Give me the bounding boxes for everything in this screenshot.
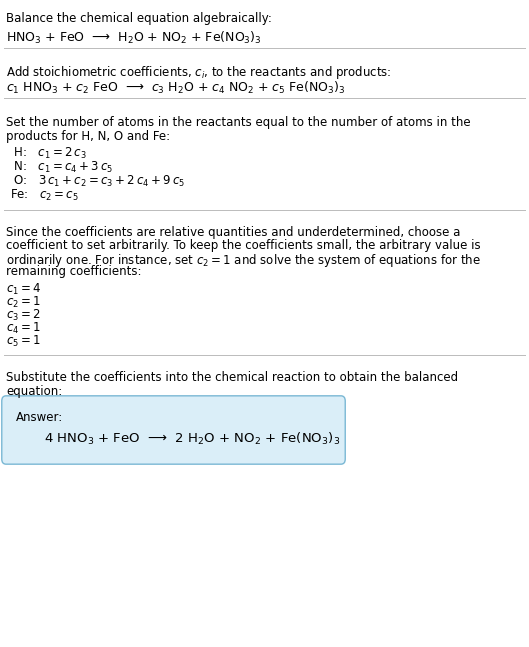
Text: Fe:   $c_2 = c_5$: Fe: $c_2 = c_5$ [10, 188, 79, 203]
Text: $c_1$ HNO$_3$ + $c_2$ FeO  ⟶  $c_3$ H$_2$O + $c_4$ NO$_2$ + $c_5$ Fe(NO$_3$)$_3$: $c_1$ HNO$_3$ + $c_2$ FeO ⟶ $c_3$ H$_2$O… [6, 80, 345, 96]
Text: equation:: equation: [6, 385, 62, 398]
Text: Set the number of atoms in the reactants equal to the number of atoms in the: Set the number of atoms in the reactants… [6, 116, 471, 129]
FancyBboxPatch shape [2, 396, 345, 464]
Text: products for H, N, O and Fe:: products for H, N, O and Fe: [6, 130, 170, 143]
Text: $c_2 = 1$: $c_2 = 1$ [6, 295, 41, 310]
Text: HNO$_3$ + FeO  ⟶  H$_2$O + NO$_2$ + Fe(NO$_3$)$_3$: HNO$_3$ + FeO ⟶ H$_2$O + NO$_2$ + Fe(NO$… [6, 30, 262, 46]
Text: $c_1 = 4$: $c_1 = 4$ [6, 282, 41, 297]
Text: $c_4 = 1$: $c_4 = 1$ [6, 321, 41, 336]
Text: $c_5 = 1$: $c_5 = 1$ [6, 334, 41, 349]
Text: $c_3 = 2$: $c_3 = 2$ [6, 308, 41, 323]
Text: Answer:: Answer: [16, 411, 63, 424]
Text: ordinarily one. For instance, set $c_2 = 1$ and solve the system of equations fo: ordinarily one. For instance, set $c_2 =… [6, 252, 481, 269]
Text: Add stoichiometric coefficients, $c_i$, to the reactants and products:: Add stoichiometric coefficients, $c_i$, … [6, 64, 391, 81]
Text: 4 HNO$_3$ + FeO  ⟶  2 H$_2$O + NO$_2$ + Fe(NO$_3$)$_3$: 4 HNO$_3$ + FeO ⟶ 2 H$_2$O + NO$_2$ + Fe… [44, 431, 340, 447]
Text: N:   $c_1 = c_4 + 3\,c_5$: N: $c_1 = c_4 + 3\,c_5$ [10, 160, 113, 175]
Text: O:   $3\,c_1 + c_2 = c_3 + 2\,c_4 + 9\,c_5$: O: $3\,c_1 + c_2 = c_3 + 2\,c_4 + 9\,c_5… [10, 174, 185, 189]
Text: remaining coefficients:: remaining coefficients: [6, 265, 141, 278]
Text: Balance the chemical equation algebraically:: Balance the chemical equation algebraica… [6, 12, 272, 25]
Text: coefficient to set arbitrarily. To keep the coefficients small, the arbitrary va: coefficient to set arbitrarily. To keep … [6, 239, 481, 252]
Text: H:   $c_1 = 2\,c_3$: H: $c_1 = 2\,c_3$ [10, 146, 87, 161]
Text: Substitute the coefficients into the chemical reaction to obtain the balanced: Substitute the coefficients into the che… [6, 371, 458, 384]
Text: Since the coefficients are relative quantities and underdetermined, choose a: Since the coefficients are relative quan… [6, 226, 460, 239]
